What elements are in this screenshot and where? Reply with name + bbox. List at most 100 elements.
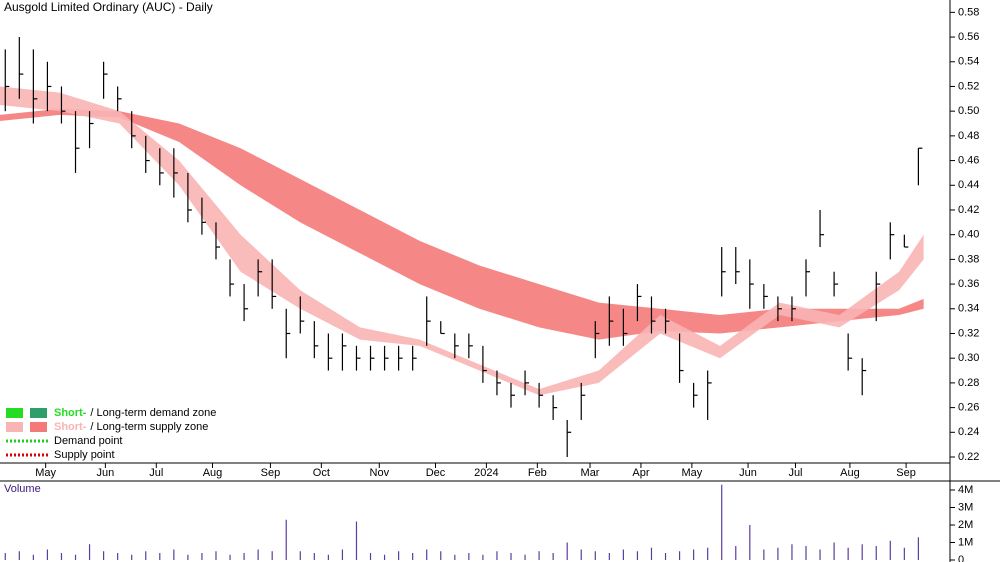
volume-bar <box>791 544 793 560</box>
volume-bar <box>313 553 315 560</box>
volume-bar <box>341 549 344 560</box>
legend-swatch <box>30 422 47 432</box>
y-tick-label: 0.40 <box>958 229 979 241</box>
y-tick-label: 0 <box>958 554 964 562</box>
volume-bar <box>131 554 133 560</box>
volume-bar <box>18 551 20 560</box>
legend-swatch <box>6 408 23 418</box>
y-tick-label: 2M <box>958 519 973 531</box>
y-tick-label: 0.48 <box>958 130 979 142</box>
volume-bar <box>622 549 624 560</box>
x-tick-label: Sep <box>896 467 916 479</box>
y-tick-label: 3M <box>958 501 973 513</box>
y-tick-label: 0.22 <box>958 451 979 463</box>
volume-title: Volume <box>4 483 41 495</box>
x-tick-label: Feb <box>528 467 547 479</box>
volume-bar <box>707 547 709 560</box>
y-tick-label: 0.46 <box>958 154 979 166</box>
volume-bar <box>215 551 217 560</box>
volume-bar <box>903 547 905 560</box>
y-tick-label: 0.52 <box>958 80 979 92</box>
legend-swatch <box>6 422 23 432</box>
volume-bar <box>412 553 414 560</box>
volume-bar <box>678 551 681 560</box>
volume-bar <box>805 546 807 560</box>
volume-bar <box>145 551 147 560</box>
volume-bar <box>524 554 526 560</box>
y-tick-label: 0.38 <box>958 253 979 265</box>
volume-bar <box>594 551 596 560</box>
volume-bar <box>285 519 287 560</box>
volume-bar <box>201 553 203 560</box>
y-tick-label: 0.30 <box>958 352 979 364</box>
y-tick-label: 4M <box>958 484 973 496</box>
volume-bar <box>496 551 498 560</box>
volume-bar <box>664 553 667 560</box>
volume-bar <box>917 537 919 560</box>
y-tick-label: 1M <box>958 536 973 548</box>
volume-bar <box>735 546 737 560</box>
volume-bar <box>271 551 273 560</box>
y-tick-label: 0.34 <box>958 303 979 315</box>
volume-bar <box>482 554 484 560</box>
volume-bar <box>454 554 456 560</box>
y-tick-label: 0.50 <box>958 105 979 117</box>
y-tick-label: 0.32 <box>958 327 979 339</box>
x-tick-label: Mar <box>581 467 600 479</box>
legend-short: Short- <box>54 407 87 419</box>
volume-bar <box>243 553 245 560</box>
x-tick-label: Dec <box>426 467 446 479</box>
volume-bar <box>580 549 582 560</box>
y-tick-label: 0.58 <box>958 6 979 18</box>
volume-bar <box>426 549 428 560</box>
volume-bar <box>566 542 568 560</box>
legend-label: Demand point <box>54 435 123 447</box>
volume-bar <box>847 547 849 560</box>
legend-swatch <box>30 408 47 418</box>
volume-bar <box>88 544 91 560</box>
volume-bar <box>608 553 610 560</box>
volume-bar <box>819 549 821 560</box>
volume-bar <box>875 546 877 560</box>
volume-bar <box>650 547 653 560</box>
volume-bar <box>355 521 358 560</box>
legend-label: Supply point <box>54 449 115 461</box>
x-tick-label: Sep <box>261 467 281 479</box>
chart-title: Ausgold Limited Ordinary (AUC) - Daily <box>4 0 213 14</box>
zone-band <box>0 86 924 396</box>
x-tick-label: Jul <box>149 467 163 479</box>
volume-bar <box>369 553 372 560</box>
x-tick-label: Nov <box>370 467 390 479</box>
volume-bar <box>299 551 301 560</box>
y-tick-label: 0.36 <box>958 278 979 290</box>
x-tick-label: May <box>35 467 56 479</box>
volume-bar <box>74 554 77 560</box>
x-tick-label: Aug <box>840 467 860 479</box>
volume-bar <box>721 484 723 560</box>
volume-bar <box>159 553 161 560</box>
volume-bar <box>398 551 400 560</box>
volume-bar <box>46 549 49 560</box>
volume-bar <box>749 525 751 560</box>
volume-bar <box>468 553 470 560</box>
volume-bar <box>440 551 442 560</box>
volume-bar <box>60 553 63 560</box>
x-tick-label: Aug <box>203 467 223 479</box>
x-tick-label: Jun <box>739 467 757 479</box>
zone-band <box>0 108 924 340</box>
volume-bar <box>777 547 779 560</box>
volume-bar <box>173 549 175 560</box>
y-tick-label: 0.42 <box>958 204 979 216</box>
volume-bar <box>383 554 386 560</box>
y-tick-label: 0.26 <box>958 402 979 414</box>
volume-bar <box>538 551 540 560</box>
y-tick-label: 0.24 <box>958 426 979 438</box>
volume-bar <box>833 542 835 560</box>
volume-bar <box>552 553 554 560</box>
legend-short: Short- <box>54 421 87 433</box>
x-tick-label: Oct <box>313 467 330 479</box>
volume-bar <box>4 553 6 560</box>
x-tick-label: 2024 <box>474 467 498 479</box>
volume-bar <box>229 554 231 560</box>
